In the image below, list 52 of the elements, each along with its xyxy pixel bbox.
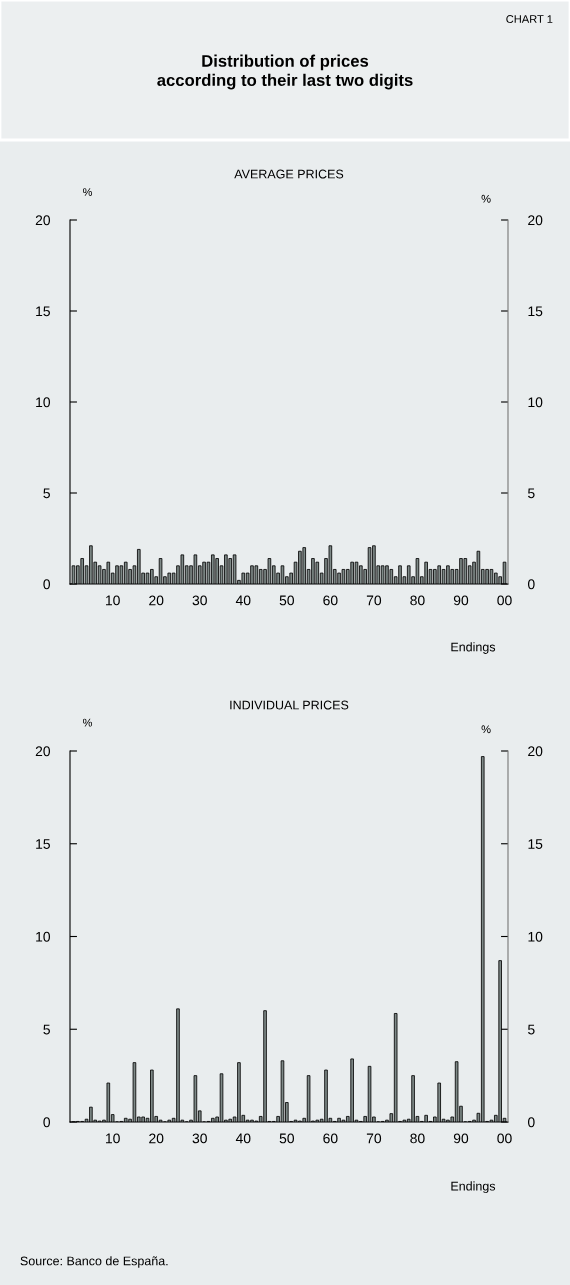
- y2-tick-label: 15: [528, 839, 543, 849]
- y2-tick-label: 10: [528, 397, 543, 408]
- x-tick-label: 60: [323, 595, 338, 606]
- x-tick-label: 10: [106, 595, 120, 606]
- y-axis-title: %: [82, 188, 93, 196]
- x-tick-label: 40: [235, 595, 251, 606]
- bar: [502, 561, 507, 584]
- x-tick-label: 90: [453, 1133, 469, 1144]
- x-tick-label: 00: [497, 595, 512, 606]
- y2-axis-title: %: [481, 725, 491, 734]
- x-tick-label: 70: [366, 1133, 382, 1144]
- y-axis-title: %: [82, 718, 93, 727]
- y-tick-label: 15: [36, 839, 50, 849]
- x-tick-label: 90: [453, 595, 469, 606]
- x-tick-label: 30: [192, 595, 207, 606]
- y2-tick-label: 20: [528, 746, 543, 757]
- x-tick-label: 70: [366, 595, 382, 606]
- chart-title: INDIVIDUAL PRICES: [230, 700, 349, 710]
- y-tick-label: 15: [36, 306, 50, 317]
- y-tick-label: 20: [35, 746, 51, 757]
- x-tick-label: 20: [149, 595, 164, 606]
- x-axis-title: Endings: [451, 1181, 496, 1194]
- x-tick-label: 80: [410, 595, 425, 606]
- y2-tick-label: 5: [528, 488, 535, 499]
- y-tick-label: 20: [35, 215, 51, 226]
- caption: CHART 1: [506, 15, 553, 23]
- y2-tick-label: 20: [528, 215, 543, 226]
- y-tick-label: 0: [43, 1117, 51, 1128]
- y-tick-label: 0: [43, 579, 51, 590]
- y2-tick-label: 15: [528, 306, 543, 317]
- y2-axis-title: %: [481, 194, 491, 203]
- x-tick-label: 50: [279, 1133, 294, 1144]
- y-tick-label: 5: [43, 1024, 50, 1035]
- y2-tick-label: 5: [528, 1024, 535, 1035]
- y-tick-label: 10: [36, 397, 51, 408]
- x-tick-label: 30: [192, 1133, 207, 1144]
- chart-subtitle: AVERAGE PRICES: [234, 169, 344, 179]
- y2-tick-label: 10: [528, 931, 543, 942]
- chart-title: Distribution of prices according to their last two digits: [157, 54, 413, 90]
- x-tick-label: 20: [149, 1133, 164, 1144]
- x-tick-label: 60: [323, 1133, 338, 1144]
- source-note: Source: Banco de España.: [20, 1256, 168, 1268]
- x-tick-label: 80: [410, 1133, 425, 1144]
- y2-tick-label: 0: [527, 579, 535, 590]
- y-tick-label: 5: [43, 488, 50, 499]
- x-axis-title: Endings: [451, 642, 496, 654]
- x-tick-label: 40: [235, 1133, 251, 1144]
- x-tick-label: 00: [497, 1133, 512, 1144]
- x-tick-label: 10: [106, 1133, 120, 1144]
- x-tick-label: 50: [279, 595, 294, 606]
- y-tick-label: 10: [36, 931, 51, 942]
- y2-tick-label: 0: [527, 1117, 535, 1128]
